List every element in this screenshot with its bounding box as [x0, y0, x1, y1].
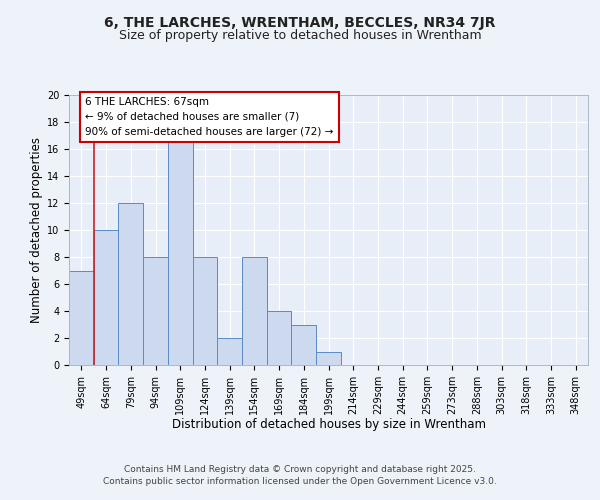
Y-axis label: Number of detached properties: Number of detached properties [30, 137, 43, 323]
Bar [193, 257, 217, 365]
Bar [94, 230, 118, 365]
Bar [267, 311, 292, 365]
Bar [242, 257, 267, 365]
Text: 6, THE LARCHES, WRENTHAM, BECCLES, NR34 7JR: 6, THE LARCHES, WRENTHAM, BECCLES, NR34 … [104, 16, 496, 30]
Text: Size of property relative to detached houses in Wrentham: Size of property relative to detached ho… [119, 30, 481, 43]
Bar [143, 257, 168, 365]
Text: 6 THE LARCHES: 67sqm
← 9% of detached houses are smaller (7)
90% of semi-detache: 6 THE LARCHES: 67sqm ← 9% of detached ho… [85, 97, 334, 136]
Bar [316, 352, 341, 365]
Bar [168, 136, 193, 365]
Bar [217, 338, 242, 365]
Text: Contains HM Land Registry data © Crown copyright and database right 2025.: Contains HM Land Registry data © Crown c… [124, 464, 476, 473]
X-axis label: Distribution of detached houses by size in Wrentham: Distribution of detached houses by size … [172, 418, 485, 432]
Bar [69, 270, 94, 365]
Bar [292, 324, 316, 365]
Text: Contains public sector information licensed under the Open Government Licence v3: Contains public sector information licen… [103, 476, 497, 486]
Bar [118, 203, 143, 365]
